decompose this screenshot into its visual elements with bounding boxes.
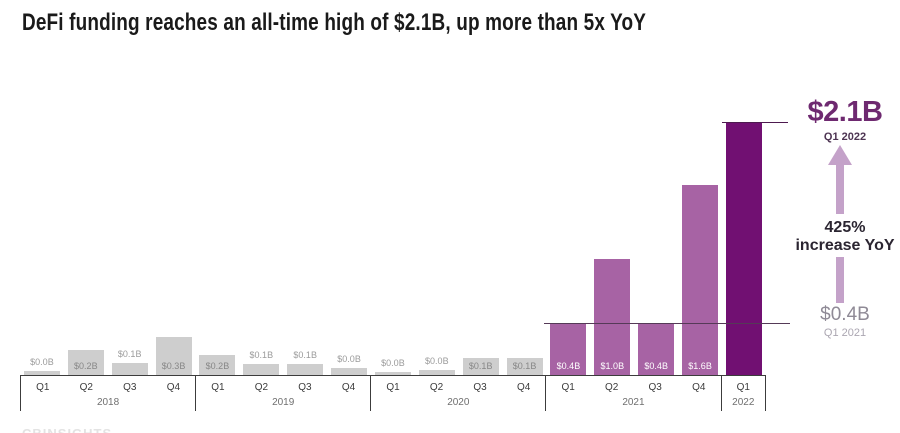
- bar-q2-2021: $1.0B: [594, 259, 631, 375]
- base-value-label: $0.4B: [820, 304, 870, 325]
- quarter-tick-label: Q3: [123, 382, 137, 393]
- bar-value-label: $0.4B: [644, 361, 668, 371]
- bar-q3-2019: $0.1B: [287, 351, 324, 375]
- axis-year-group: Q1 Q2 Q3 Q4 2021: [545, 376, 720, 411]
- bar-q4-2020: $0.1B: [506, 358, 543, 375]
- bar-slot: $0.2B: [64, 113, 108, 375]
- up-arrow-shaft-top: [836, 164, 844, 214]
- bar-q3-2021: $0.4B: [638, 323, 675, 375]
- quarter-tick-label: Q3: [298, 382, 312, 393]
- bar-q1-2022: [725, 123, 762, 375]
- x-axis: Q1 Q2 Q3 Q4 2018 Q1 Q2 Q3 Q4 2019 Q1 Q2 Q3 Q4 2020 Q1 Q2…: [20, 375, 767, 411]
- bar-value-label: $1.0B: [600, 361, 625, 371]
- base-reference-line: [544, 323, 790, 324]
- bar-slot: $0.0B: [327, 113, 371, 375]
- bar-value-label: $0.1B: [468, 361, 493, 371]
- peak-reference-line: [722, 122, 788, 123]
- bar-value-label: $1.6B: [688, 361, 712, 371]
- bar-slot: $0.1B: [239, 113, 283, 375]
- bar-value-label: $0.0B: [337, 354, 361, 364]
- bar-slot: [722, 113, 766, 375]
- bar-q4-2019: $0.0B: [331, 355, 368, 375]
- bar-q4-2018: $0.3B: [155, 337, 192, 375]
- axis-year-group: Q1 Q2 Q3 Q4 2019: [195, 376, 370, 411]
- plot-area: $0.0B $0.2B $0.1B $0.3B $0.2B $0.1B $0.1B $0.0B…: [20, 113, 766, 375]
- bar-value-label: $0.0B: [381, 358, 405, 368]
- year-tick-label: 2018: [96, 397, 120, 408]
- quarter-tick-label: Q1: [386, 382, 400, 393]
- bar-q2-2018: $0.2B: [67, 350, 104, 375]
- quarter-tick-label: Q2: [79, 382, 93, 393]
- axis-year-group: Q1 Q2 Q3 Q4 2018: [20, 376, 195, 411]
- bar-q1-2021: $0.4B: [550, 323, 587, 375]
- quarter-tick-label: Q4: [692, 382, 706, 393]
- bar-slot: $1.0B: [590, 113, 634, 375]
- bar-q3-2018: $0.1B: [111, 350, 148, 375]
- bar-value-label: $0.1B: [512, 361, 537, 371]
- bar-slot: $0.4B: [634, 113, 678, 375]
- quarter-tick-label: Q4: [516, 382, 531, 393]
- quarter-tick-label: Q2: [429, 382, 444, 393]
- year-tick-label: 2022: [732, 397, 755, 408]
- peak-period-label: Q1 2022: [823, 131, 867, 143]
- quarter-tick-label: Q2: [254, 382, 269, 393]
- yoy-change-caption: increase YoY: [795, 237, 895, 254]
- bar-q1-2019: $0.2B: [199, 355, 236, 375]
- bar-slot: $0.1B: [283, 113, 327, 375]
- bar-slot: $0.3B: [152, 113, 196, 375]
- quarter-tick-label: Q4: [341, 382, 356, 393]
- watermark: CBINSIGHTS: [22, 426, 112, 433]
- bar-slot: $0.0B: [371, 113, 415, 375]
- quarter-tick-label: Q4: [166, 382, 181, 393]
- bar-slot: $0.1B: [459, 113, 503, 375]
- bar-slot: $0.1B: [503, 113, 547, 375]
- quarter-tick-label: Q2: [605, 382, 619, 393]
- peak-value-label: $2.1B: [807, 96, 883, 128]
- bar-value-label: $0.1B: [249, 350, 274, 360]
- page-title: DeFi funding reaches an all-time high of…: [22, 9, 647, 36]
- bar-q1-2018: $0.0B: [23, 358, 60, 375]
- bar-slot: $0.1B: [108, 113, 152, 375]
- axis-year-group: Q1 2022: [720, 376, 767, 411]
- quarter-tick-label: Q3: [648, 382, 662, 393]
- bar-value-label: $0.1B: [293, 350, 317, 360]
- bar-slot: $0.0B: [415, 113, 459, 375]
- year-tick-label: 2020: [447, 397, 470, 408]
- bar-value-label: $0.2B: [74, 361, 98, 371]
- bar-q3-2020: $0.1B: [462, 358, 499, 375]
- bar-q2-2019: $0.1B: [243, 351, 280, 375]
- bar-value-label: $0.0B: [425, 356, 449, 366]
- quarter-tick-label: Q1: [561, 382, 575, 393]
- bar-value-label: $0.0B: [30, 357, 54, 367]
- year-tick-label: 2021: [622, 397, 645, 408]
- bar-q2-2020: $0.0B: [418, 357, 455, 375]
- bar-slot: $0.0B: [20, 113, 64, 375]
- quarter-tick-label: Q3: [473, 382, 487, 393]
- axis-year-group: Q1 Q2 Q3 Q4 2020: [370, 376, 545, 411]
- quarter-tick-label: Q1: [36, 382, 50, 393]
- bar-value-label: $0.2B: [205, 361, 230, 371]
- bar-value-label: $0.3B: [161, 361, 186, 371]
- bar-slot: $0.2B: [196, 113, 240, 375]
- bar-value-label: $0.1B: [117, 349, 142, 359]
- year-tick-label: 2019: [272, 397, 295, 408]
- base-period-label: Q1 2021: [823, 327, 867, 339]
- bar-slot: $1.6B: [678, 113, 722, 375]
- quarter-tick-label: Q1: [211, 382, 225, 393]
- bar-value-label: $0.4B: [556, 361, 581, 371]
- bar-slot: $0.4B: [547, 113, 591, 375]
- up-arrow-icon: [828, 145, 852, 165]
- yoy-change-percent: 425%: [824, 219, 866, 236]
- quarter-tick-label: Q1: [736, 382, 750, 393]
- bar-q1-2020: $0.0B: [374, 359, 411, 375]
- up-arrow-shaft-bottom: [836, 257, 844, 303]
- bar-q4-2021: $1.6B: [682, 185, 719, 375]
